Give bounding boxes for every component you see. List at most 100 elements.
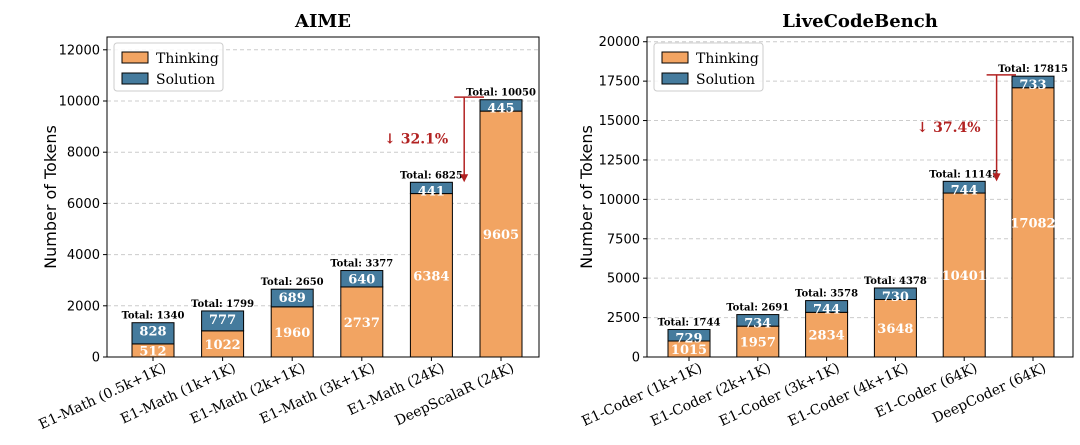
bar-thinking xyxy=(1011,87,1055,358)
legend-label-solution: Solution xyxy=(156,72,215,88)
thinking-value-label: 3648 xyxy=(877,322,913,337)
ytick-label: 17500 xyxy=(599,75,640,90)
bar-thinking xyxy=(270,306,314,358)
total-label: Total: 2650 xyxy=(261,277,324,288)
reduction-arrow-head xyxy=(460,174,469,183)
xtick-label: E1-Coder (2k+1K) xyxy=(648,360,773,430)
xtick-label: E1-Coder (1k+1K) xyxy=(579,360,704,430)
y-axis-label: Number of Tokens xyxy=(41,125,60,269)
legend-label-solution: Solution xyxy=(696,72,755,88)
bar-solution xyxy=(667,329,711,342)
thinking-value-label: 17082 xyxy=(1010,216,1055,231)
bar-thinking xyxy=(409,193,453,358)
bar-thinking xyxy=(942,192,986,358)
xtick-label: E1-Math (3k+1K) xyxy=(257,360,377,427)
bar-solution xyxy=(805,300,849,313)
ytick-label: 2000 xyxy=(67,299,100,314)
bar-solution xyxy=(340,270,384,288)
bar-solution xyxy=(736,314,780,327)
thinking-value-label: 1957 xyxy=(740,336,776,351)
xtick-label: E1-Math (2k+1K) xyxy=(188,360,308,427)
bar-solution xyxy=(942,180,986,194)
legend-swatch-thinking xyxy=(661,51,689,64)
bar-solution xyxy=(1011,75,1055,89)
legend-swatch-solution xyxy=(121,72,149,85)
ytick-label: 6000 xyxy=(67,197,100,212)
ytick-label: 15000 xyxy=(599,114,640,129)
legend: Thinking Solution xyxy=(653,42,764,92)
bar-thinking xyxy=(479,110,523,358)
total-label: Total: 1799 xyxy=(191,299,254,310)
bar-thinking xyxy=(201,330,245,358)
total-label: Total: 6825 xyxy=(400,170,463,181)
bar-solution xyxy=(201,310,245,332)
ytick-label: 12000 xyxy=(59,43,100,58)
xtick-label: E1-Coder (4k+1K) xyxy=(786,360,911,430)
thinking-value-label: 2834 xyxy=(809,329,845,344)
total-label: Total: 17815 xyxy=(998,64,1068,75)
legend-label-thinking: Thinking xyxy=(696,51,759,67)
xtick-label: DeepCoder (64K) xyxy=(930,360,1049,427)
xtick-label: DeepScalaR (24K) xyxy=(393,360,517,429)
solution-value-label: 445 xyxy=(487,102,514,117)
thinking-value-label: 6384 xyxy=(413,269,449,284)
thinking-value-label: 9605 xyxy=(483,228,519,243)
thinking-value-label: 1022 xyxy=(205,338,241,353)
thinking-value-label: 1960 xyxy=(274,326,310,341)
total-label: Total: 3578 xyxy=(795,289,858,300)
total-label: Total: 2691 xyxy=(726,303,789,314)
solution-value-label: 689 xyxy=(279,291,306,306)
legend: Thinking Solution xyxy=(113,42,224,92)
solution-value-label: 640 xyxy=(348,273,375,288)
bar-solution xyxy=(131,322,175,345)
thinking-value-label: 10401 xyxy=(942,269,987,284)
xtick-label: E1-Math (1k+1K) xyxy=(118,360,238,427)
bar-solution xyxy=(270,288,314,308)
bar-solution xyxy=(479,99,523,112)
total-label: Total: 1340 xyxy=(122,311,185,322)
legend-swatch-thinking xyxy=(121,51,149,64)
reduction-label: ↓ 32.1% xyxy=(384,132,448,148)
ytick-label: 2500 xyxy=(607,311,640,326)
xtick-label: E1-Coder (3k+1K) xyxy=(717,360,842,430)
reduction-label: ↓ 37.4% xyxy=(917,120,981,136)
total-label: Total: 3377 xyxy=(330,259,393,270)
ytick-label: 12500 xyxy=(599,153,640,168)
chart-title: LiveCodeBench xyxy=(782,11,938,32)
ytick-label: 10000 xyxy=(599,193,640,208)
ytick-label: 0 xyxy=(92,351,100,366)
total-label: Total: 4378 xyxy=(864,276,927,287)
chart-title: AIME xyxy=(294,11,351,32)
total-label: Total: 10050 xyxy=(466,88,536,99)
bar-solution xyxy=(873,287,917,300)
legend-label-thinking: Thinking xyxy=(156,51,219,67)
xtick-label: E1-Math (0.5k+1K) xyxy=(36,360,168,433)
legend-swatch-solution xyxy=(661,72,689,85)
thinking-value-label: 1015 xyxy=(671,343,707,358)
solution-value-label: 730 xyxy=(882,290,909,305)
bar-solution xyxy=(409,181,453,195)
ytick-label: 8000 xyxy=(67,146,100,161)
solution-value-label: 733 xyxy=(1019,78,1046,93)
thinking-value-label: 512 xyxy=(139,344,166,359)
y-axis-label: Number of Tokens xyxy=(577,125,596,269)
solution-value-label: 729 xyxy=(675,332,702,347)
solution-value-label: 744 xyxy=(951,183,978,198)
ytick-label: 20000 xyxy=(599,35,640,50)
chart-panel-livecodebench: 0 2500 5000 7500 10000 12500 15000 17500 20000 10… xyxy=(577,11,1074,430)
solution-value-label: 744 xyxy=(813,303,840,318)
solution-value-label: 734 xyxy=(744,317,771,332)
thinking-value-label: 2737 xyxy=(344,316,380,331)
plot-frame xyxy=(106,36,540,358)
solution-value-label: 441 xyxy=(418,184,445,199)
bar-thinking xyxy=(340,286,384,358)
solution-value-label: 777 xyxy=(209,313,236,328)
plot-frame xyxy=(646,36,1074,358)
ytick-label: 4000 xyxy=(67,248,100,263)
total-label: Total: 11145 xyxy=(929,169,999,180)
chart-panel-aime: 0 2000 4000 6000 8000 10000 12000 512 828 Total: … xyxy=(36,11,540,433)
ytick-label: 0 xyxy=(632,351,640,366)
solution-value-label: 828 xyxy=(139,325,166,340)
ytick-label: 10000 xyxy=(59,95,100,110)
